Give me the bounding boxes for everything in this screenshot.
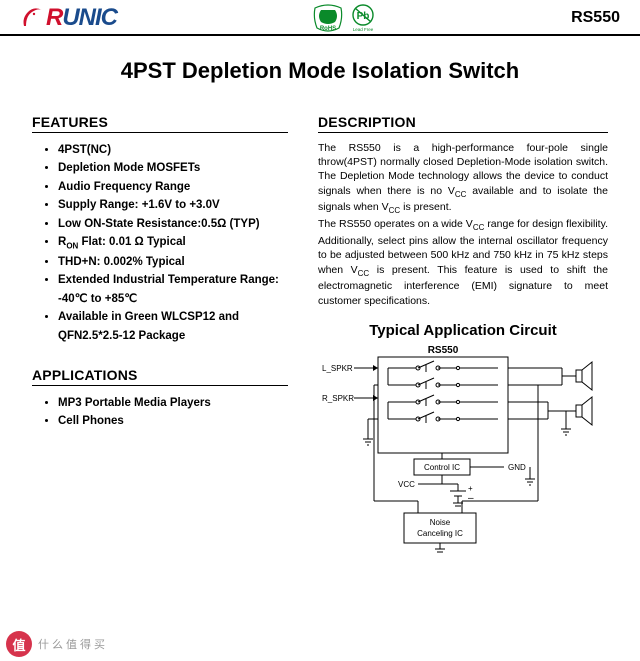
watermark-text: 什么值得买 [38,636,108,652]
runic-logo: RUNIC [20,4,117,32]
svg-text:RoHS: RoHS [320,26,336,32]
applications-list: MP3 Portable Media PlayersCell Phones [32,394,288,431]
part-number: RS550 [571,9,620,27]
logo-text: RUNIC [46,4,117,32]
feature-item: Audio Frequency Range [58,178,288,196]
pb-free-badge-icon: Pb Lead Free [349,4,377,32]
svg-text:L_SPKR: L_SPKR [322,364,353,373]
feature-item: Depletion Mode MOSFETs [58,159,288,177]
features-list: 4PST(NC)Depletion Mode MOSFETsAudio Freq… [32,141,288,345]
svg-text:RS550: RS550 [428,345,459,356]
svg-text:+: + [468,484,473,493]
svg-text:Canceling IC: Canceling IC [417,529,463,538]
svg-text:VCC: VCC [398,480,415,489]
feature-item: Extended Industrial Temperature Range: -… [58,271,288,308]
feature-item: Low ON-State Resistance:0.5Ω (TYP) [58,215,288,233]
watermark: 值 什么值得买 [6,631,108,657]
feature-item: RON Flat: 0.01 Ω Typical [58,233,288,253]
header-bar: RUNIC RoHS Pb Lead Free RS550 [0,0,640,36]
logo-mark-icon [20,6,44,30]
svg-text:Noise: Noise [430,518,451,527]
application-circuit-diagram: RS550 L_SPKR R_SPKR Control IC GND VCC +– Noise… [318,341,608,553]
feature-item: Supply Range: +1.6V to +3.0V [58,196,288,214]
right-column: DESCRIPTION The RS550 is a high-performa… [318,114,608,558]
svg-text:Pb: Pb [357,11,370,22]
feature-item: Available in Green WLCSP12 and QFN2.5*2.… [58,308,288,345]
description-para-1: The RS550 is a high-performance four-pol… [318,141,608,217]
svg-text:GND: GND [508,463,526,472]
feature-item: 4PST(NC) [58,141,288,159]
application-item: Cell Phones [58,412,288,430]
page-title: 4PST Depletion Mode Isolation Switch [0,58,640,84]
description-heading: DESCRIPTION [318,114,608,133]
watermark-badge-icon: 值 [6,631,32,657]
svg-text:–: – [468,493,474,504]
feature-item: THD+N: 0.002% Typical [58,253,288,271]
rohs-badge-icon: RoHS [311,4,345,32]
features-heading: FEATURES [32,114,288,133]
left-column: FEATURES 4PST(NC)Depletion Mode MOSFETsA… [32,114,288,558]
svg-text:Lead Free: Lead Free [353,27,374,32]
circuit-heading: Typical Application Circuit [318,322,608,339]
svg-text:R_SPKR: R_SPKR [322,394,354,403]
applications-heading: APPLICATIONS [32,367,288,386]
compliance-badges: RoHS Pb Lead Free [311,4,377,32]
description-body: The RS550 is a high-performance four-pol… [318,141,608,308]
svg-text:Control IC: Control IC [424,463,460,472]
description-para-2: The RS550 operates on a wide VCC range f… [318,217,608,307]
application-item: MP3 Portable Media Players [58,394,288,412]
content-columns: FEATURES 4PST(NC)Depletion Mode MOSFETsA… [0,114,640,558]
